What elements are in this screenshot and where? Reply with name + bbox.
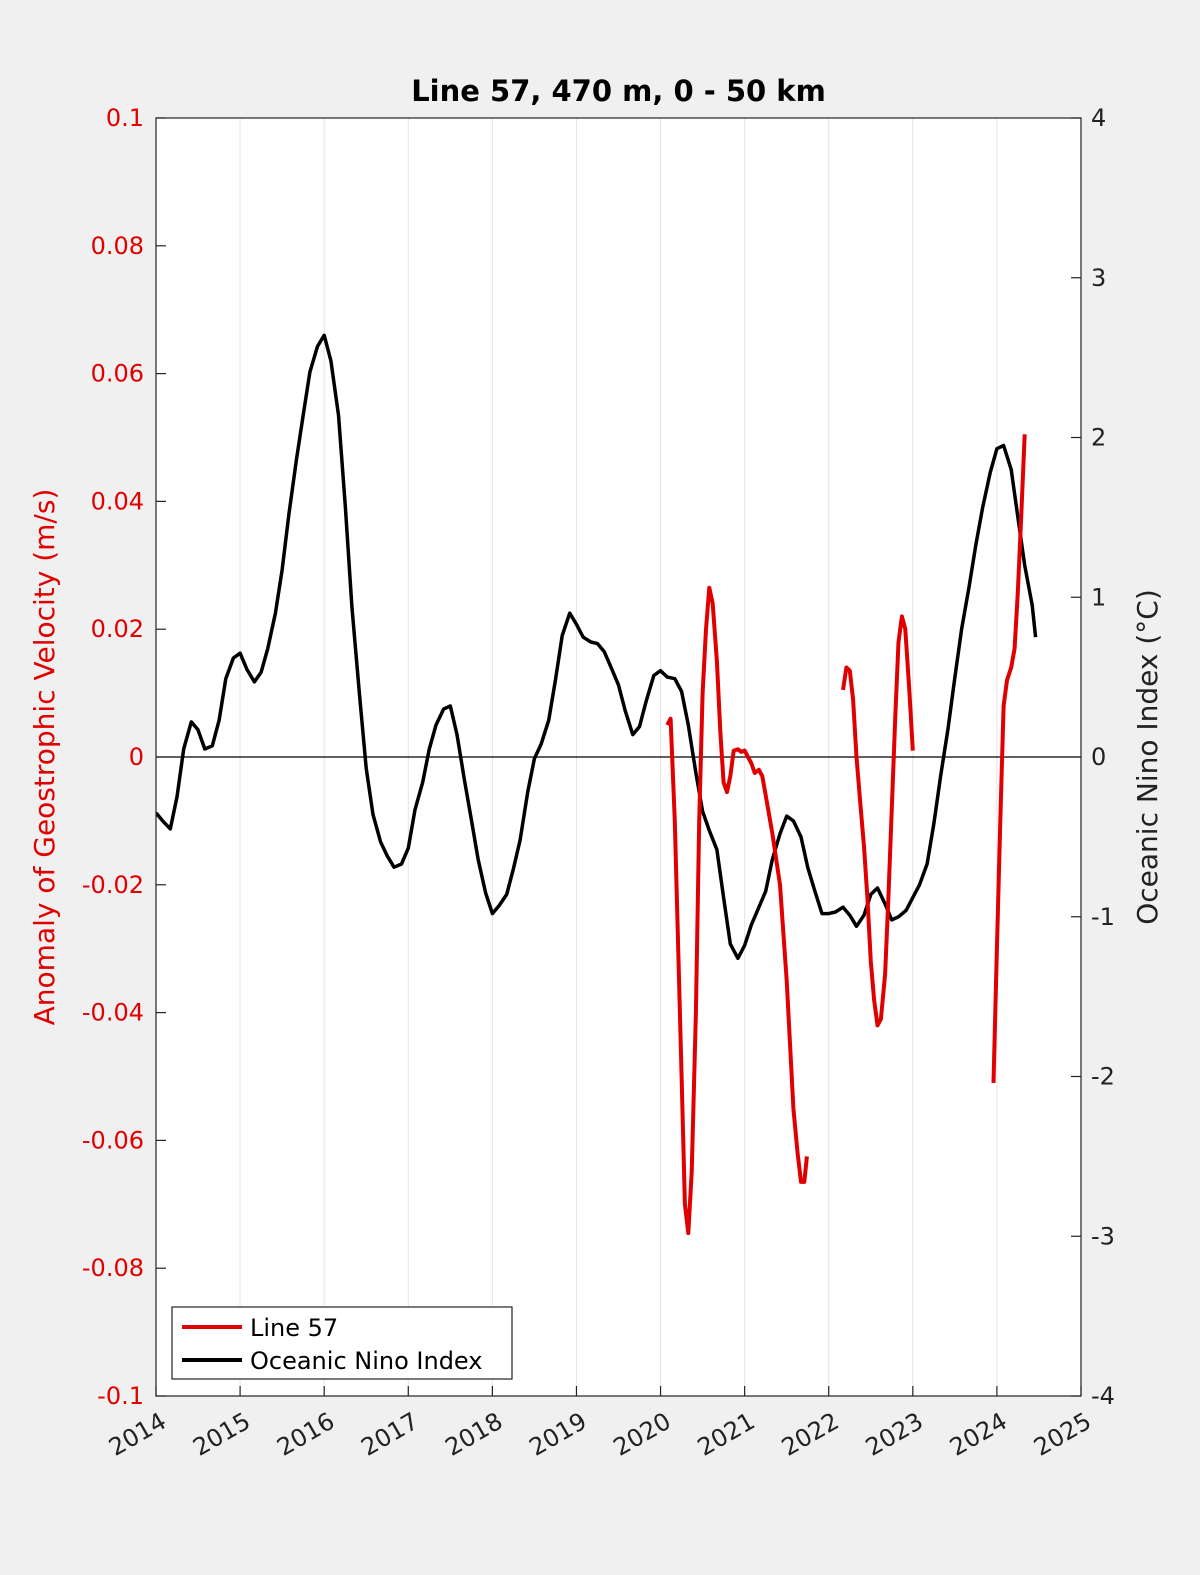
left-tick-label: 0.04 xyxy=(91,487,144,515)
right-tick-label: -4 xyxy=(1091,1382,1115,1410)
right-tick-label: -2 xyxy=(1091,1063,1115,1091)
x-tick-label-2023: 2023 xyxy=(861,1407,928,1462)
left-tick-label: -0.06 xyxy=(82,1126,144,1154)
x-axis-ticks: 2014 2015 2016 2017 2018 2019 2020 2021 2022 2023… xyxy=(104,1386,1096,1462)
x-tick-label-2018: 2018 xyxy=(440,1407,507,1462)
x-tick-label-2014: 2014 xyxy=(104,1407,171,1462)
x-tick-label-2021: 2021 xyxy=(693,1407,760,1462)
series-line-57-segment-1 xyxy=(665,585,809,1236)
left-tick-label: 0.02 xyxy=(91,615,144,643)
left-tick-label: -0.04 xyxy=(82,999,144,1027)
x-tick-label-2024: 2024 xyxy=(945,1407,1012,1462)
series-line-oceanic-nino-index xyxy=(156,333,1038,961)
left-axis-label: Anomaly of Geostrophic Velocity (m/s) xyxy=(28,489,61,1026)
left-axis-ticks: -0.1 -0.08 -0.06 -0.04 -0.02 0 0.02 0.04 0.06 0.0… xyxy=(82,104,166,1410)
left-tick-label: 0.08 xyxy=(91,232,144,260)
left-tick-label: 0.06 xyxy=(91,360,144,388)
legend: Line 57 Oceanic Nino Index xyxy=(171,1306,513,1380)
left-tick-label: -0.1 xyxy=(97,1382,144,1410)
right-tick-label: 2 xyxy=(1091,424,1106,452)
left-tick-label: -0.08 xyxy=(82,1254,144,1282)
right-tick-label: -3 xyxy=(1091,1222,1115,1250)
series-line-57-segment-3 xyxy=(991,434,1027,1083)
right-axis-ticks: -4 -3 -2 -1 0 1 2 3 4 xyxy=(1071,104,1115,1410)
left-tick-label: 0.1 xyxy=(106,104,144,132)
series-layer xyxy=(156,333,1038,1236)
x-tick-label-2015: 2015 xyxy=(188,1407,255,1462)
x-tick-label-2016: 2016 xyxy=(272,1407,339,1462)
right-tick-label: 0 xyxy=(1091,743,1106,771)
right-tick-label: 4 xyxy=(1091,104,1106,132)
x-tick-label-2019: 2019 xyxy=(525,1407,592,1462)
chart-title: Line 57, 470 m, 0 - 50 km xyxy=(411,74,826,108)
right-tick-label: -1 xyxy=(1091,903,1115,931)
x-tick-label-2017: 2017 xyxy=(356,1407,423,1462)
legend-box xyxy=(171,1306,513,1380)
legend-label-oceanic-nino-index: Oceanic Nino Index xyxy=(250,1347,482,1375)
series-line-57-segment-2 xyxy=(841,614,915,1028)
left-tick-label: 0 xyxy=(129,743,144,771)
right-tick-label: 3 xyxy=(1091,264,1106,292)
x-tick-label-2022: 2022 xyxy=(777,1407,844,1462)
left-tick-label: -0.02 xyxy=(82,871,144,899)
x-tick-label-2020: 2020 xyxy=(609,1407,676,1462)
right-tick-label: 1 xyxy=(1091,583,1106,611)
x-tick-label-2025: 2025 xyxy=(1029,1407,1096,1462)
legend-label-line-57: Line 57 xyxy=(250,1314,338,1342)
right-axis-label: Oceanic Nino Index (°C) xyxy=(1131,589,1164,925)
